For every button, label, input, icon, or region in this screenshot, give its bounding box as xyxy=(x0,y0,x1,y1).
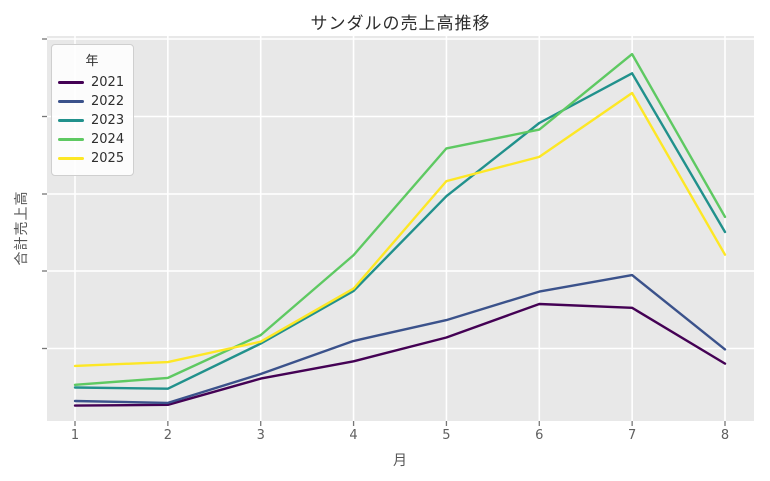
x-tick-label-1: 1 xyxy=(70,428,80,443)
x-tick-label-6: 6 xyxy=(535,428,544,443)
chart-title: サンダルの売上高推移 xyxy=(310,14,491,34)
x-tick-label-3: 3 xyxy=(256,428,265,443)
legend-label-2022: 2022 xyxy=(91,94,125,109)
legend-title: 年 xyxy=(85,54,99,69)
x-tick-label-8: 8 xyxy=(720,428,730,443)
legend-label-2021: 2021 xyxy=(91,75,125,90)
legend-line-swatch-2021 xyxy=(58,81,84,84)
legend-item-2022: 2022 xyxy=(58,92,126,111)
x-tick-label-4: 4 xyxy=(349,428,358,443)
legend: 年 2021 2022 2023 2024 2025 xyxy=(51,44,134,176)
legend-item-2023: 2023 xyxy=(58,111,126,130)
legend-item-2025: 2025 xyxy=(58,149,126,168)
legend-label-2024: 2024 xyxy=(91,132,125,147)
x-tick-label-5: 5 xyxy=(442,428,451,443)
legend-label-2025: 2025 xyxy=(91,151,125,166)
x-tick-label-2: 2 xyxy=(163,428,172,443)
legend-line-swatch-2022 xyxy=(58,100,84,103)
legend-item-2021: 2021 xyxy=(58,73,126,92)
legend-line-swatch-2023 xyxy=(58,119,84,122)
legend-label-2023: 2023 xyxy=(91,113,125,128)
legend-line-swatch-2025 xyxy=(58,157,84,160)
legend-item-2024: 2024 xyxy=(58,130,126,149)
x-axis-label: 月 xyxy=(393,453,407,469)
legend-line-swatch-2024 xyxy=(58,138,84,141)
x-tick-label-7: 7 xyxy=(628,428,637,443)
